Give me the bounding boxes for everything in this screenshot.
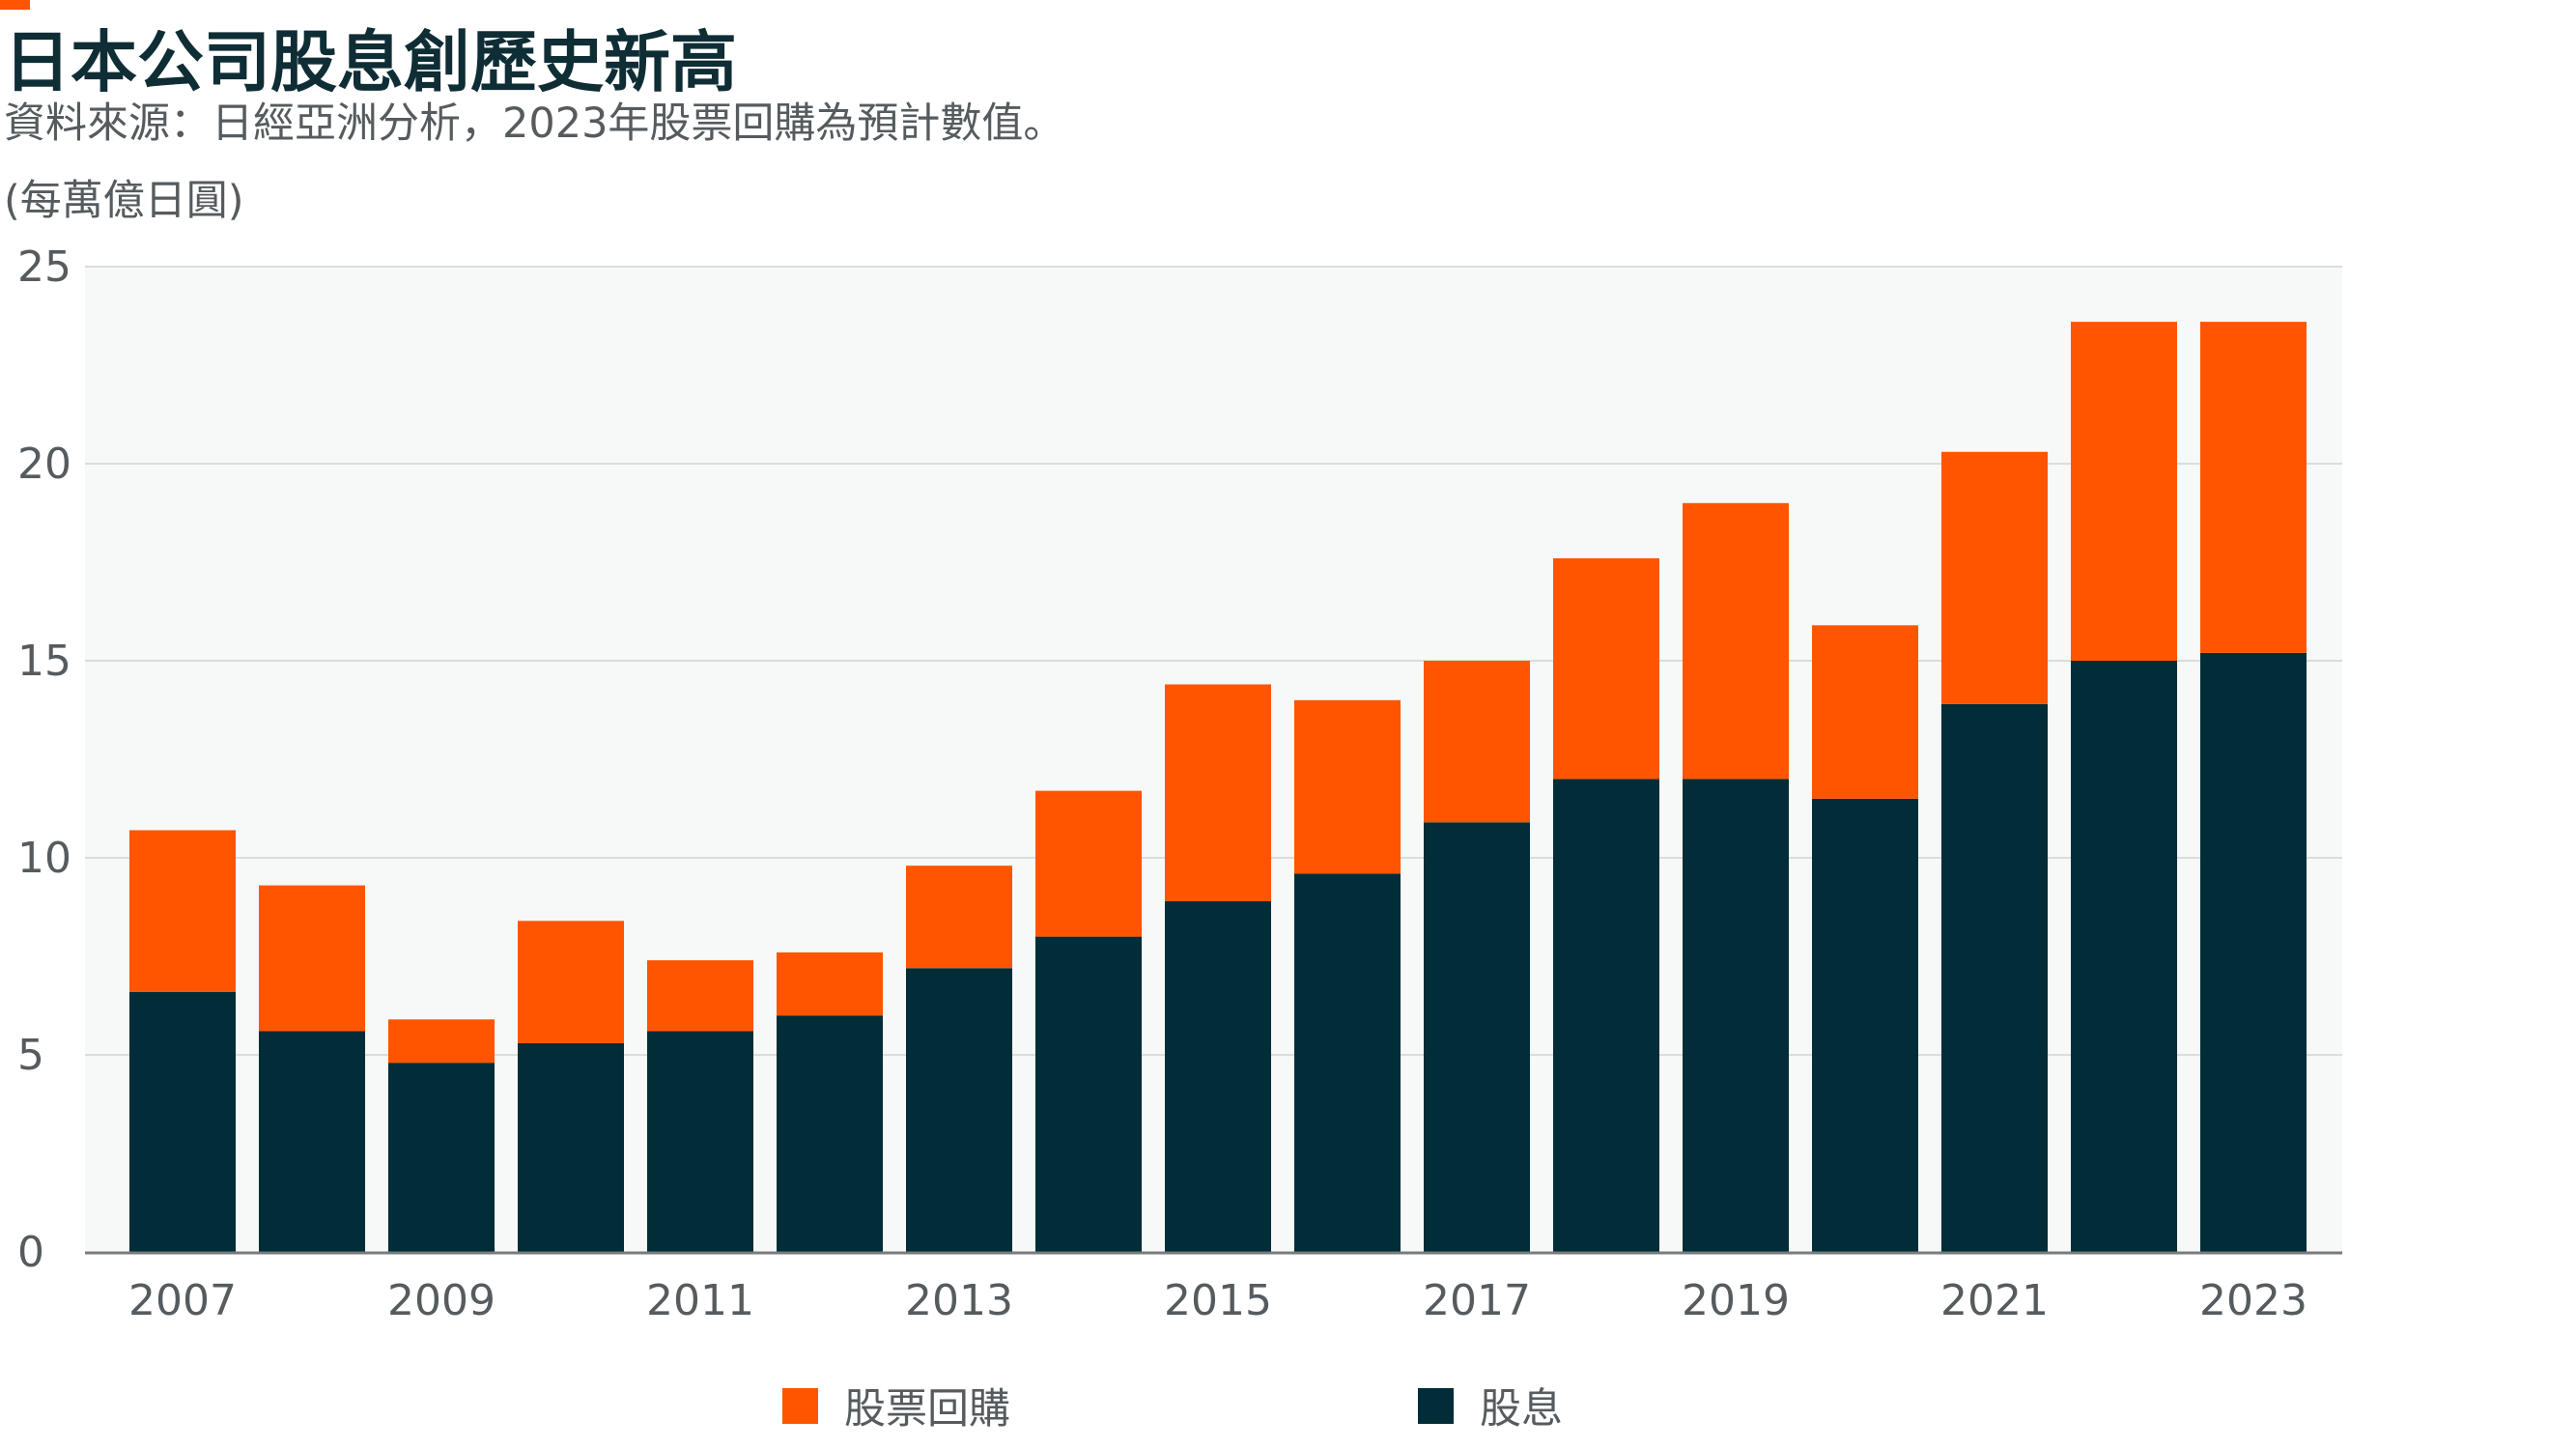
bar-buyback-2020 xyxy=(1812,625,1918,799)
bar-dividend-2018 xyxy=(1553,779,1659,1252)
bars xyxy=(129,322,2307,1252)
legend-item-buyback: 股票回購 xyxy=(782,1372,1010,1439)
bar-buyback-2016 xyxy=(1294,699,1401,874)
bar-dividend-2023 xyxy=(2200,652,2307,1252)
bar-buyback-2012 xyxy=(777,952,883,1016)
x-tick-label: 2023 xyxy=(2199,1276,2307,1325)
bar-dividend-2015 xyxy=(1165,900,1271,1252)
bar-buyback-2017 xyxy=(1424,661,1530,823)
bar-buyback-2013 xyxy=(906,866,1012,969)
legend-label-dividend: 股息 xyxy=(1480,1385,1563,1434)
bar-dividend-2021 xyxy=(1941,703,2048,1252)
bar-dividend-2016 xyxy=(1294,873,1401,1252)
y-axis-unit-label: (每萬億日圓) xyxy=(4,177,244,225)
bar-buyback-2007 xyxy=(129,830,236,992)
chart-title: 日本公司股息創歷史新高 xyxy=(4,24,737,101)
bar-buyback-2011 xyxy=(647,960,753,1032)
legend-swatch-dividend xyxy=(1418,1387,1454,1424)
bar-buyback-2015 xyxy=(1165,684,1271,901)
x-tick-label: 2009 xyxy=(387,1276,495,1325)
y-tick-label: 10 xyxy=(17,834,71,883)
bar-dividend-2022 xyxy=(2071,661,2177,1252)
y-tick-label: 20 xyxy=(17,440,71,489)
bar-buyback-2010 xyxy=(518,921,624,1043)
bar-buyback-2008 xyxy=(259,885,365,1032)
bar-dividend-2008 xyxy=(259,1031,365,1252)
bar-buyback-2018 xyxy=(1553,557,1659,780)
bar-buyback-2023 xyxy=(2200,322,2307,653)
bar-dividend-2012 xyxy=(777,1015,883,1252)
legend-label-buyback: 股票回購 xyxy=(844,1385,1010,1434)
bar-dividend-2019 xyxy=(1683,779,1789,1252)
bar-buyback-2009 xyxy=(388,1019,495,1064)
bar-dividend-2007 xyxy=(129,991,236,1252)
x-tick-label: 2011 xyxy=(646,1276,754,1325)
chart-source-note: 資料來源：日經亞洲分析，2023年股票回購為預計數值。 xyxy=(4,99,1065,148)
bar-dividend-2011 xyxy=(647,1031,753,1252)
legend-swatch-buyback xyxy=(782,1387,818,1424)
bar-dividend-2013 xyxy=(906,968,1012,1252)
legend: 股票回購 股息 xyxy=(0,1372,2576,1439)
x-tick-labels: 2007 2009 2011 2013 2015 2017 2019 2021 2023 xyxy=(128,1276,2307,1325)
bar-dividend-2014 xyxy=(1035,936,1142,1252)
y-tick-label: 25 xyxy=(17,242,71,292)
legend-item-dividend: 股息 xyxy=(1418,1372,1563,1439)
bar-buyback-2019 xyxy=(1683,502,1789,780)
x-tick-label: 2013 xyxy=(905,1276,1013,1325)
bar-buyback-2021 xyxy=(1941,451,2048,704)
y-tick-labels: 0 5 10 15 20 25 xyxy=(17,242,71,1277)
bar-dividend-2020 xyxy=(1812,798,1918,1252)
bar-buyback-2014 xyxy=(1035,790,1142,937)
bar-buyback-2022 xyxy=(2071,322,2177,661)
x-tick-label: 2019 xyxy=(1682,1276,1790,1325)
bar-dividend-2017 xyxy=(1424,822,1530,1252)
y-tick-label: 5 xyxy=(17,1031,44,1080)
x-tick-label: 2007 xyxy=(128,1276,237,1325)
x-tick-label: 2015 xyxy=(1164,1276,1272,1325)
bar-dividend-2010 xyxy=(518,1042,624,1252)
x-tick-label: 2017 xyxy=(1423,1276,1531,1325)
accent-mark xyxy=(0,0,30,10)
y-tick-label: 15 xyxy=(17,637,71,686)
y-tick-label: 0 xyxy=(17,1228,44,1277)
x-tick-label: 2021 xyxy=(1940,1276,2049,1325)
bar-dividend-2009 xyxy=(388,1063,495,1252)
